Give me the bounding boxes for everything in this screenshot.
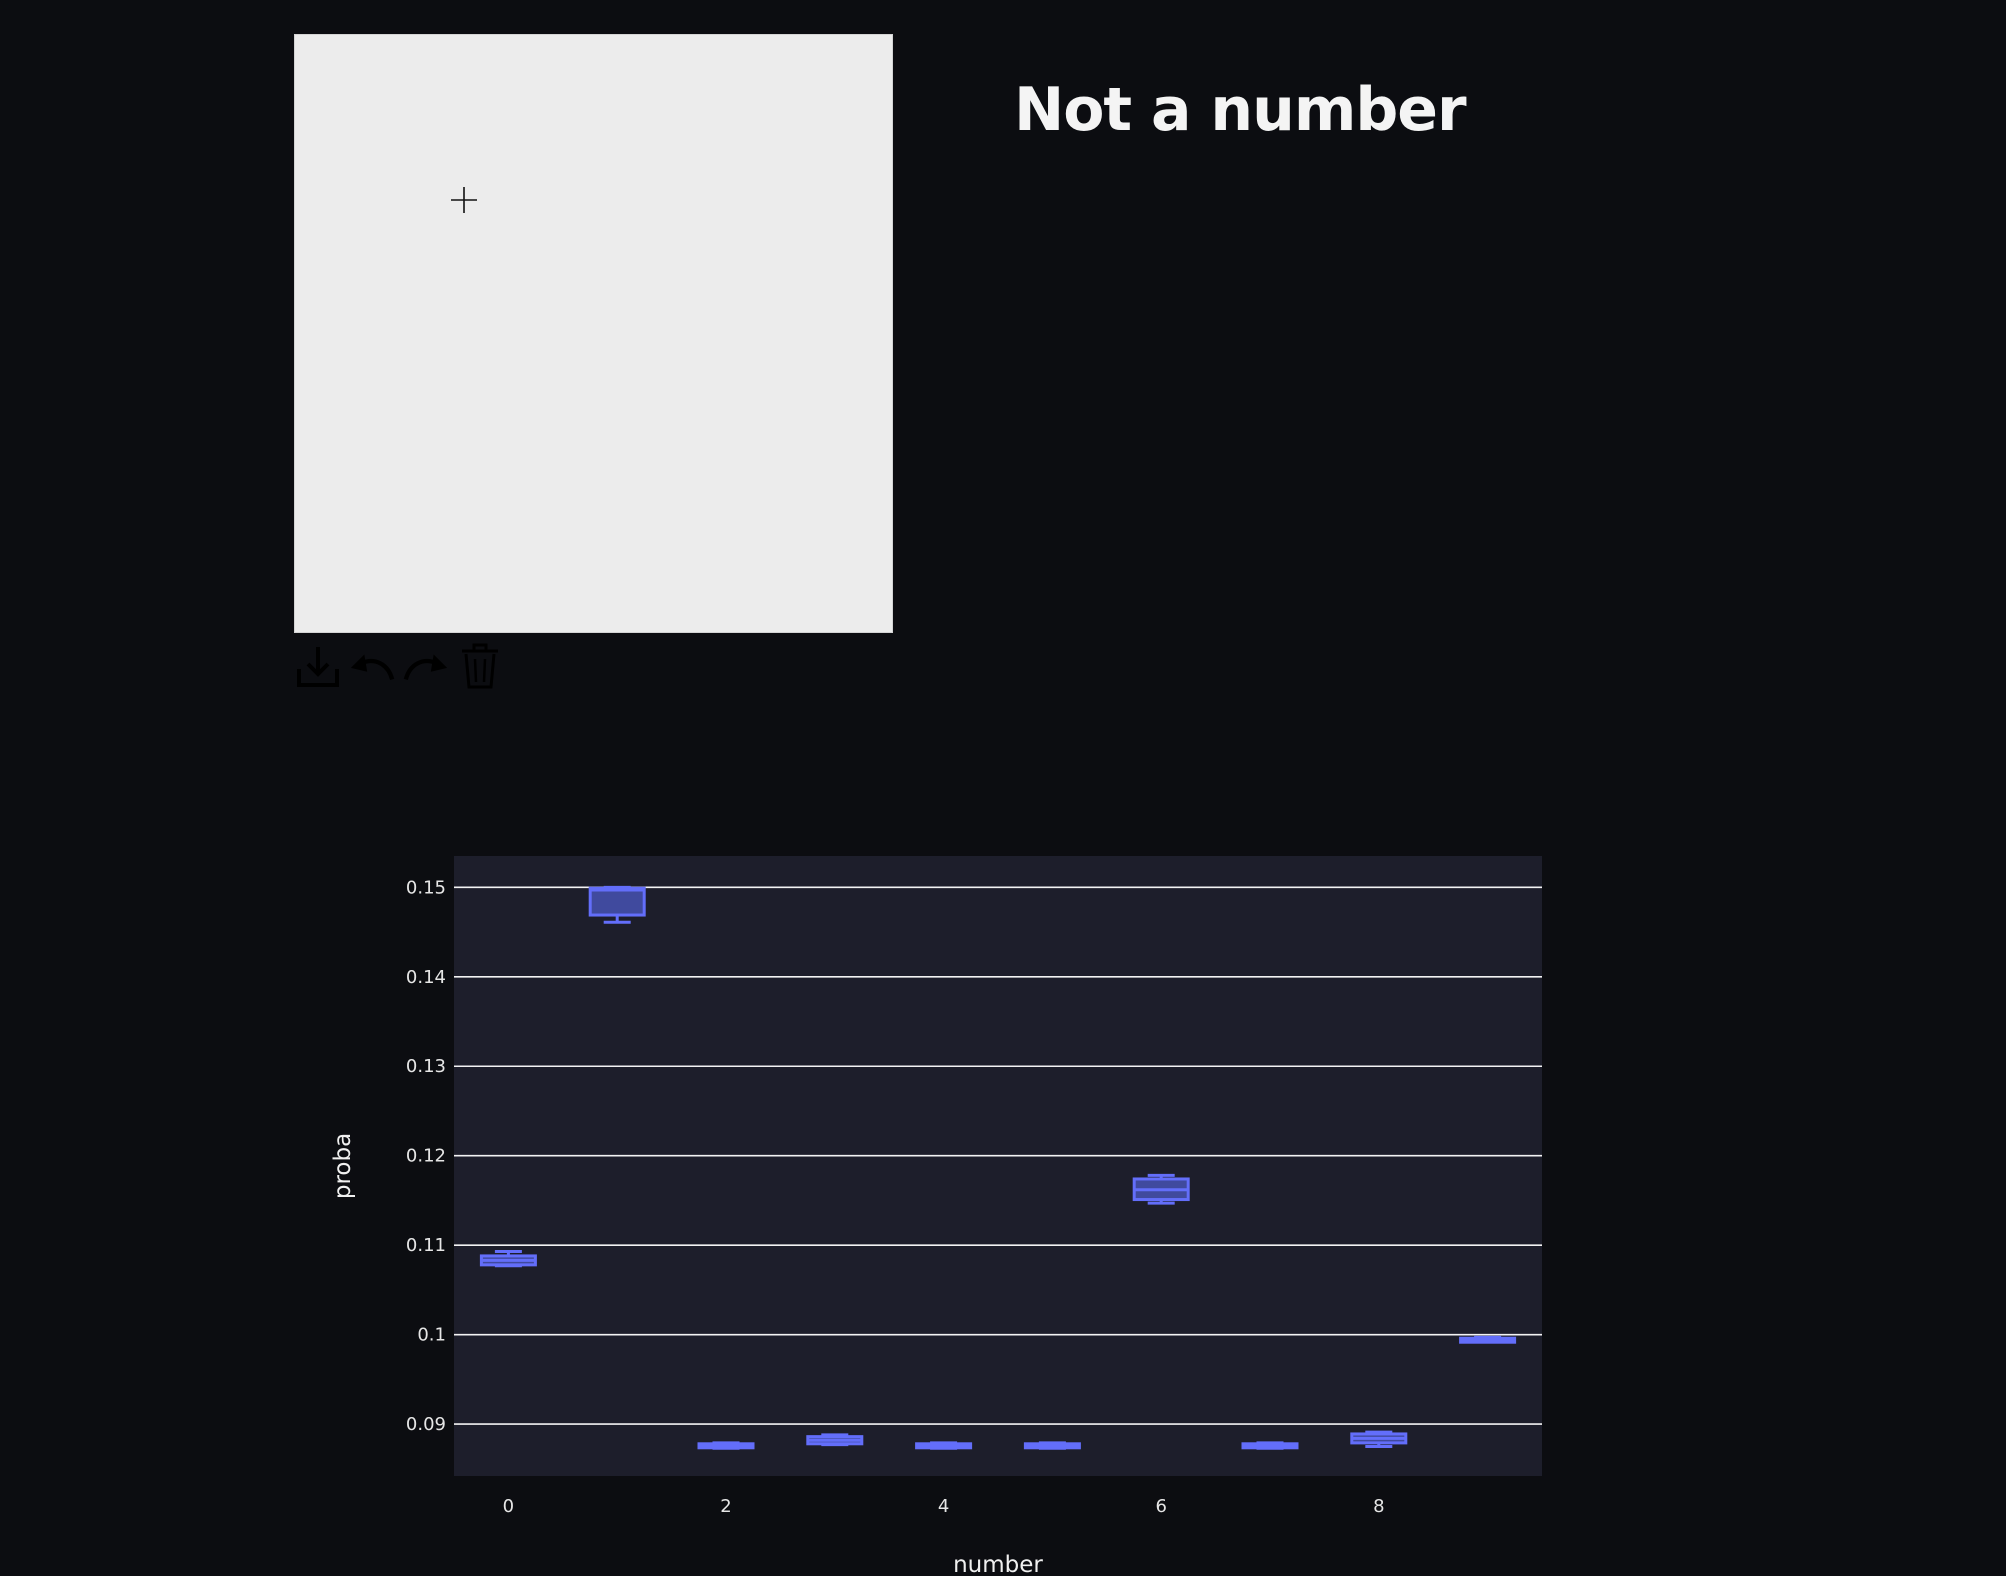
probability-chart: 0.09 0.1 0.11 0.12 0.13 0.14 0.15 0 2 4 6 8 number pr… [320, 840, 1580, 1576]
x-tick-label: 8 [1373, 1496, 1384, 1517]
trash-icon [462, 643, 498, 689]
y-tick-label: 0.13 [406, 1056, 446, 1077]
download-button[interactable] [294, 642, 342, 690]
undo-button[interactable] [348, 642, 396, 690]
y-tick-label: 0.09 [406, 1414, 446, 1435]
redo-icon [403, 654, 448, 681]
y-axis-title: proba [330, 1133, 356, 1199]
prediction-title: Not a number [1014, 75, 1467, 145]
x-tick-label: 2 [720, 1496, 731, 1517]
delete-button[interactable] [456, 642, 504, 690]
x-tick-label: 4 [938, 1496, 949, 1517]
x-axis-title: number [953, 1552, 1043, 1576]
download-icon [297, 647, 339, 687]
undo-icon [350, 654, 395, 681]
y-tick-label: 0.14 [406, 967, 446, 988]
redo-button[interactable] [402, 642, 450, 690]
y-tick-label: 0.15 [406, 877, 446, 898]
canvas-toolbar [294, 640, 504, 692]
box [588, 886, 646, 917]
plot-area [454, 856, 1542, 1476]
y-tick-label: 0.12 [406, 1146, 446, 1167]
y-tick-label: 0.11 [406, 1235, 446, 1256]
y-tick-label: 0.1 [417, 1325, 446, 1346]
box-plot: 0.09 0.1 0.11 0.12 0.13 0.14 0.15 0 2 4 6 8 number pr… [330, 856, 1542, 1576]
x-tick-label: 0 [503, 1496, 514, 1517]
drawing-canvas[interactable] [294, 34, 893, 633]
crosshair-icon [451, 187, 477, 213]
x-tick-label: 6 [1155, 1496, 1166, 1517]
